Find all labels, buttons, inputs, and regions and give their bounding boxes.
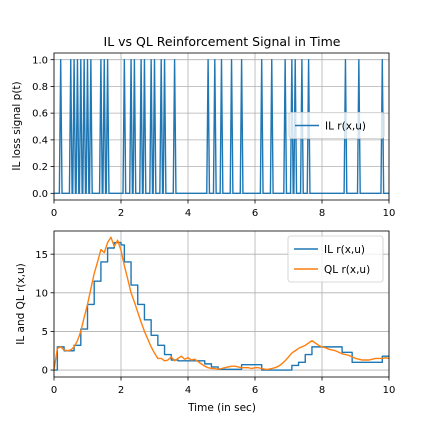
top-y-tick-label: 0.2: [32, 162, 48, 173]
bottom-x-tick-label: 10: [383, 385, 396, 396]
top-y-tick-label: 0.6: [32, 109, 48, 120]
top-y-tick-label: 0.0: [32, 189, 48, 200]
bottom-y-tick-label: 10: [35, 288, 48, 299]
top-x-tick-label: 8: [319, 208, 325, 219]
bottom-x-tick-label: 6: [252, 385, 258, 396]
bottom-y-tick-label: 0: [42, 366, 48, 377]
top-legend: IL r(x,u): [288, 112, 385, 139]
bottom-x-tick-label: 8: [319, 385, 325, 396]
top-x-tick-label: 2: [118, 208, 124, 219]
bottom-subplot: Time (in sec) IL and QL r(x,u) 0 2 4 6 8 10 0 5…: [15, 230, 396, 414]
top-x-tick-label: 6: [252, 208, 258, 219]
bottom-x-tick-label: 0: [51, 385, 57, 396]
bottom-x-tick-label: 4: [185, 385, 191, 396]
bottom-y-axis-label: IL and QL r(x,u): [15, 263, 27, 345]
top-y-tick-label: 0.8: [32, 82, 48, 93]
bottom-series-group: [54, 236, 389, 371]
top-series-line-il: [54, 58, 389, 195]
top-legend-label: IL r(x,u): [325, 121, 366, 133]
top-chart-title: IL vs QL Reinforcement Signal in Time: [104, 34, 341, 49]
bottom-x-axis-label: Time (in sec): [187, 402, 256, 414]
bottom-legend-box: [287, 235, 384, 283]
top-subplot: IL vs QL Reinforcement Signal in Time IL…: [11, 34, 395, 219]
top-y-axis-label: IL loss signal p(t): [11, 81, 23, 170]
top-x-tick-label: 4: [185, 208, 191, 219]
bottom-x-tick-label: 2: [118, 385, 124, 396]
top-axes-frame: [53, 52, 390, 201]
bottom-series-line-ql: [54, 236, 389, 371]
bottom-y-tick-label: 15: [35, 250, 48, 261]
top-y-tick-label: 0.4: [32, 135, 48, 146]
bottom-legend: IL r(x,u) QL r(x,u): [287, 235, 384, 283]
bottom-y-tick-label: 5: [42, 327, 48, 338]
top-series-group: [54, 58, 389, 195]
bottom-legend-label: QL r(x,u): [324, 264, 370, 276]
top-legend-box: [288, 112, 385, 139]
top-x-tick-label: 0: [51, 208, 57, 219]
top-x-tick-label: 10: [383, 208, 396, 219]
top-y-tick-label: 1.0: [32, 55, 48, 66]
bottom-series-line-il: [54, 241, 389, 371]
bottom-legend-label: IL r(x,u): [324, 244, 365, 256]
bottom-axes-frame: [53, 230, 390, 378]
